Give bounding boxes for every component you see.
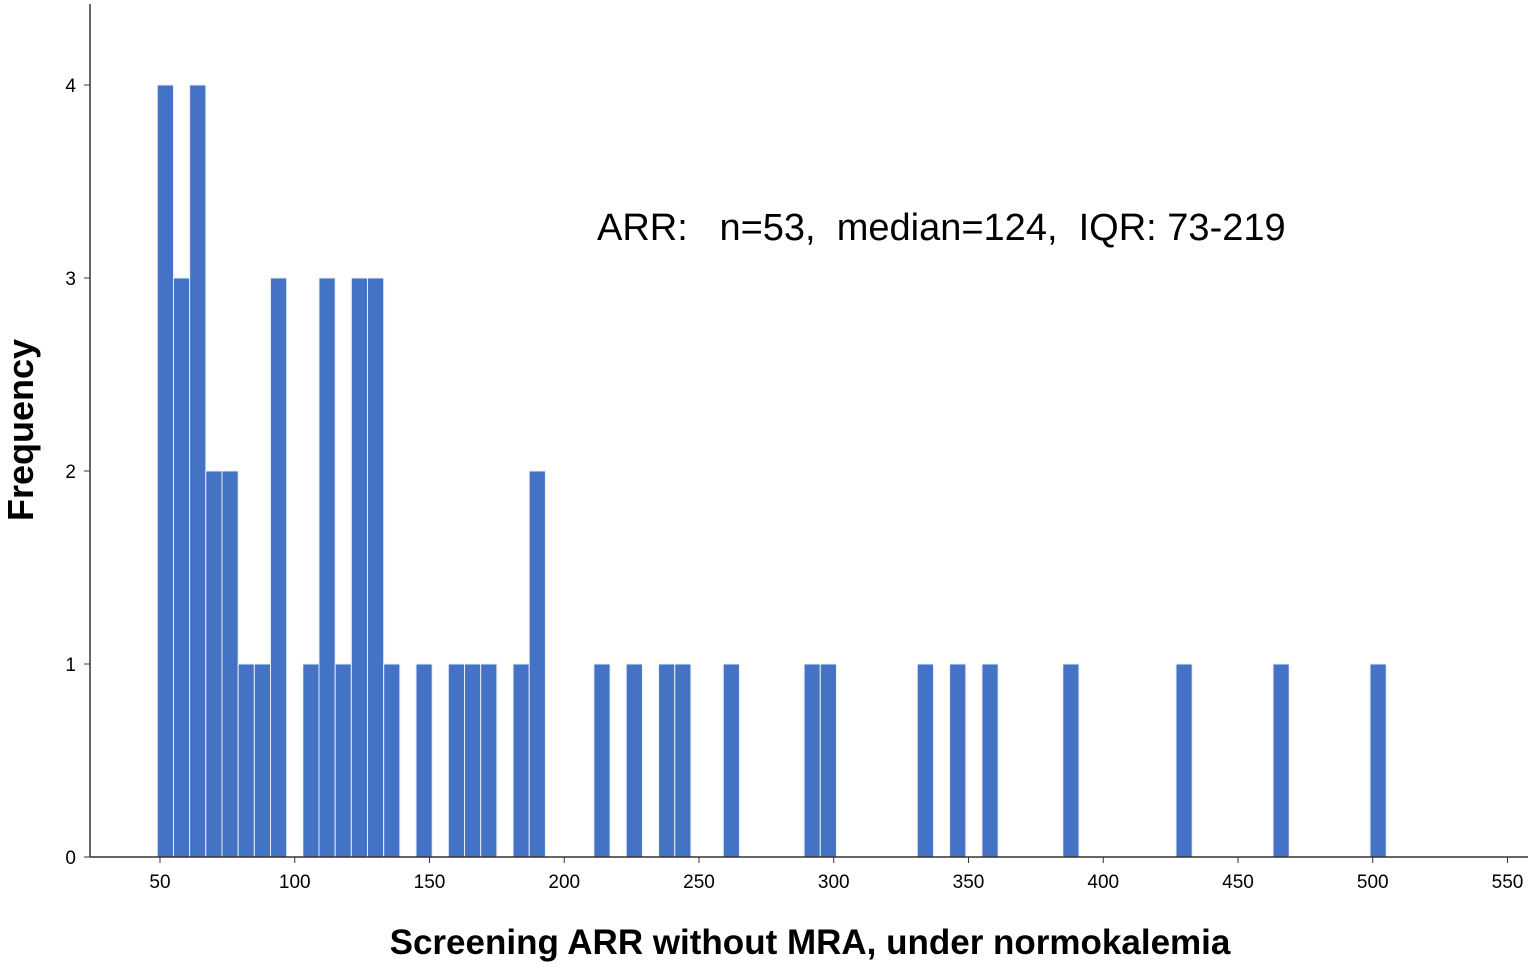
histogram-bar-28: [949, 663, 967, 858]
ticks-layer: 50 100 150 200 250 300 350 400 450 500 550 0 1 2 3 4: [65, 76, 1523, 893]
histogram-bar-7: [270, 277, 288, 858]
x-tick-label-350: 350: [953, 872, 985, 893]
histogram-bar-5: [237, 663, 255, 858]
histogram-bar-16: [464, 663, 482, 858]
histogram-bar-10: [334, 663, 352, 858]
histogram-bar-24: [722, 663, 740, 858]
histogram-bar-1: [172, 277, 191, 858]
x-tick-label-450: 450: [1222, 872, 1254, 893]
y-tick-label-1: 1: [65, 655, 76, 676]
y-tick-label-3: 3: [65, 269, 76, 290]
y-tick-label-2: 2: [65, 462, 76, 483]
histogram-bar-6: [253, 663, 271, 858]
x-tick-label-300: 300: [818, 872, 850, 893]
histogram-bar-22: [658, 663, 676, 858]
histogram-bar-29: [981, 663, 999, 858]
histogram-bar-2: [189, 84, 207, 858]
histogram-bar-13: [383, 663, 401, 858]
histogram-bar-19: [528, 470, 546, 858]
histogram-bar-31: [1175, 663, 1193, 858]
x-axis-title: Screening ARR without MRA, under normoka…: [390, 923, 1231, 962]
histogram-bar-15: [447, 663, 466, 858]
histogram-bar-11: [350, 277, 369, 858]
x-tick-label-250: 250: [683, 872, 715, 893]
x-tick-label-550: 550: [1492, 872, 1524, 893]
stats-annotation: ARR: n=53, median=124, IQR: 73-219: [597, 207, 1286, 249]
histogram-bar-12: [367, 277, 385, 858]
histogram-bar-32: [1272, 663, 1290, 858]
histogram-bar-0: [156, 84, 174, 858]
histogram-bar-33: [1369, 663, 1387, 858]
histogram-bar-18: [512, 663, 530, 858]
histogram-bar-26: [819, 663, 837, 858]
histogram-bar-27: [916, 663, 934, 858]
x-tick-label-50: 50: [149, 872, 170, 893]
histogram-bar-17: [480, 663, 498, 858]
histogram-bar-25: [803, 663, 821, 858]
histogram-bar-14: [415, 663, 433, 858]
histogram-bar-9: [318, 277, 336, 858]
y-axis-title: Frequency: [0, 339, 41, 521]
histogram-bar-20: [593, 663, 611, 858]
histogram-bar-21: [625, 663, 643, 858]
axes-layer: [89, 4, 1528, 858]
histogram-bar-8: [302, 663, 320, 858]
x-tick-label-400: 400: [1087, 872, 1119, 893]
x-tick-label-150: 150: [414, 872, 446, 893]
y-tick-label-0: 0: [65, 848, 76, 869]
histogram-bar-30: [1062, 663, 1080, 858]
x-tick-label-200: 200: [548, 872, 580, 893]
histogram-bar-23: [674, 663, 692, 858]
histogram-bar-4: [221, 470, 239, 858]
y-tick-label-4: 4: [65, 76, 76, 97]
x-tick-label-500: 500: [1357, 872, 1389, 893]
histogram-bar-3: [205, 470, 223, 858]
x-tick-label-100: 100: [279, 872, 311, 893]
bars-layer: [156, 84, 1387, 858]
